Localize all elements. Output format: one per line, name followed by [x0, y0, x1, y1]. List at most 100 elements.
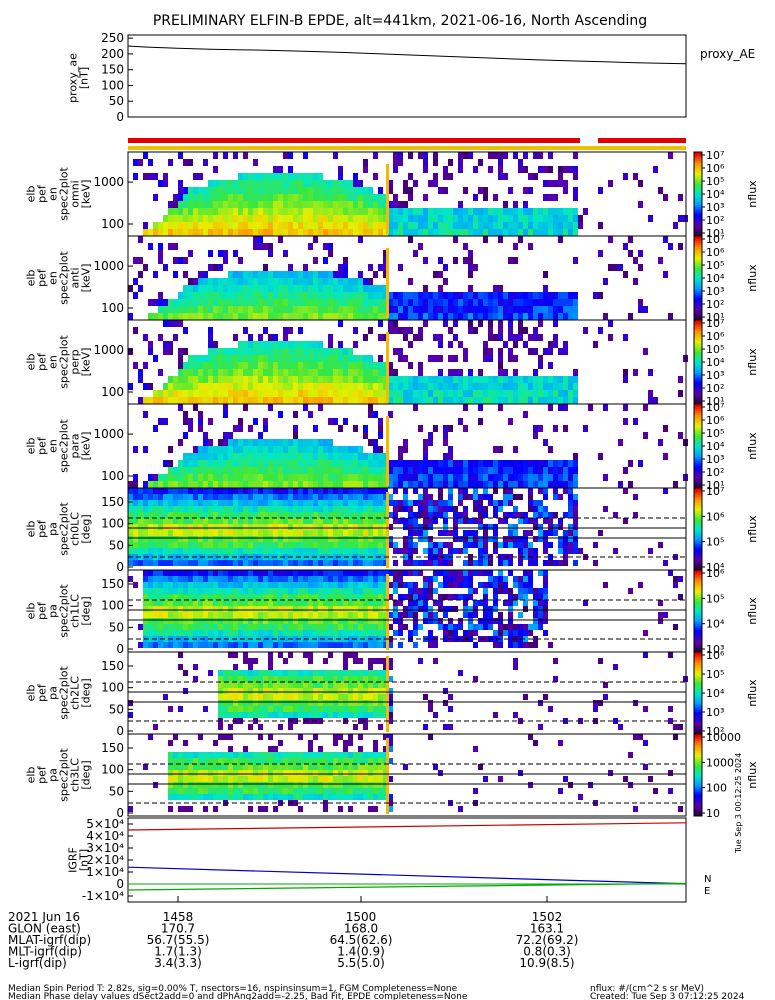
spectrogram-cell	[328, 548, 333, 554]
spectrogram-cell	[318, 582, 323, 588]
spectrogram-cell	[633, 173, 638, 180]
spectrogram-cell	[278, 488, 283, 494]
spectrogram-cell	[508, 299, 513, 306]
spectrogram-cell	[138, 494, 143, 500]
spectrogram-cell	[483, 594, 488, 600]
spectrogram-cell	[523, 642, 528, 648]
colorbar-segment	[694, 315, 702, 319]
spectrogram-cell	[373, 453, 378, 460]
spectrogram-cell	[303, 494, 308, 500]
spectrogram-cell	[423, 500, 428, 506]
spectrogram-cell	[203, 292, 208, 299]
spectrogram-cell	[348, 194, 353, 201]
spectrogram-cell	[498, 166, 503, 173]
spectrogram-cell	[488, 383, 493, 390]
spectrogram-cell	[348, 446, 353, 453]
spectrogram-cell	[253, 215, 258, 222]
spectrogram-cell	[308, 518, 313, 524]
spectrogram-cell	[548, 306, 553, 313]
colorbar-segment	[694, 492, 702, 495]
spectrogram-cell	[513, 506, 518, 512]
colorbar-segment	[694, 378, 702, 382]
spectrogram-cell	[428, 642, 433, 648]
spectrogram-cell	[238, 548, 243, 554]
spectrogram-cell	[198, 446, 203, 453]
spectrogram-cell	[608, 180, 613, 187]
spectrogram-cell	[383, 453, 388, 460]
spectrogram-cell	[313, 506, 318, 512]
spectrogram-cell	[543, 481, 548, 488]
spectrogram-cell	[428, 299, 433, 306]
spectrogram-cell	[358, 460, 363, 467]
spectrogram-cell	[443, 439, 448, 446]
spectrogram-cell	[548, 460, 553, 467]
spectrogram-cell	[503, 488, 508, 494]
colorbar-segment	[694, 208, 702, 212]
spectrogram-cell	[263, 271, 268, 278]
spectrogram-cell	[223, 362, 228, 369]
spectrogram-cell	[183, 488, 188, 494]
spectrogram-cell	[168, 518, 173, 524]
spectrogram-cell	[268, 201, 273, 208]
spectrogram-cell	[468, 306, 473, 313]
spectrogram-cell	[443, 518, 448, 524]
spectrogram-cell	[203, 432, 208, 439]
spectrogram-cell	[218, 688, 223, 694]
spectrogram-cell	[543, 618, 548, 624]
spectrogram-cell	[498, 481, 503, 488]
colorbar-segment	[694, 578, 702, 581]
spectrogram-cell	[268, 208, 273, 215]
spectrogram-cell	[208, 194, 213, 201]
colorbar-segment	[694, 179, 702, 182]
spectrogram-cell	[233, 439, 238, 446]
spectrogram-cell	[278, 474, 283, 481]
colorbar-segment	[694, 416, 702, 420]
spectrogram-cell	[163, 418, 168, 425]
spectrogram-cell	[478, 460, 483, 467]
spectrogram-cell	[393, 376, 398, 383]
spectrogram-cell	[283, 554, 288, 560]
spectrogram-cell	[293, 594, 298, 600]
spectrogram-cell	[263, 446, 268, 453]
spectrogram-cell	[313, 215, 318, 222]
spectrogram-cell	[503, 542, 508, 548]
spectrogram-cell	[143, 446, 148, 453]
spectrogram-cell	[478, 299, 483, 306]
spectrogram-cell	[518, 624, 523, 630]
spectrogram-cell	[273, 488, 278, 494]
spectrogram-cell	[133, 500, 138, 506]
spectrogram-cell	[363, 474, 368, 481]
spectrogram-cell	[538, 306, 543, 313]
spectrogram-cell	[338, 194, 343, 201]
spectrogram-cell	[298, 278, 303, 285]
spectrogram-cell	[253, 700, 258, 706]
spectrogram-cell	[528, 292, 533, 299]
spectrogram-cell	[188, 588, 193, 594]
spectrogram-cell	[323, 446, 328, 453]
spectrogram-cell	[368, 376, 373, 383]
spectrogram-cell	[503, 299, 508, 306]
colorbar-segment	[694, 639, 702, 643]
spectrogram-cell	[208, 376, 213, 383]
spectrogram-cell	[178, 229, 183, 236]
spectrogram-cell	[308, 215, 313, 222]
spectrogram-cell	[363, 215, 368, 222]
spectrogram-cell	[268, 542, 273, 548]
spectrogram-cell	[513, 642, 518, 648]
spectrogram-cell	[318, 576, 323, 582]
spectrogram-cell	[288, 376, 293, 383]
spectrogram-cell	[218, 582, 223, 588]
spectrogram-cell	[133, 474, 138, 481]
colorbar-segment	[694, 559, 702, 563]
panel-energy-anti: 1001000elbpefenspec2plotanti[keV]10¹10²1…	[25, 233, 760, 324]
spectrogram-cell	[488, 348, 493, 355]
spectrogram-cell	[318, 194, 323, 201]
spectrogram-cell	[143, 334, 148, 341]
spectrogram-cell	[273, 548, 278, 554]
spectrogram-cell	[228, 362, 233, 369]
spectrogram-cell	[353, 285, 358, 292]
spectrogram-cell	[328, 606, 333, 612]
spectrogram-cell	[248, 664, 253, 670]
spectrogram-cell	[163, 397, 168, 404]
spectrogram-cell	[368, 327, 373, 334]
